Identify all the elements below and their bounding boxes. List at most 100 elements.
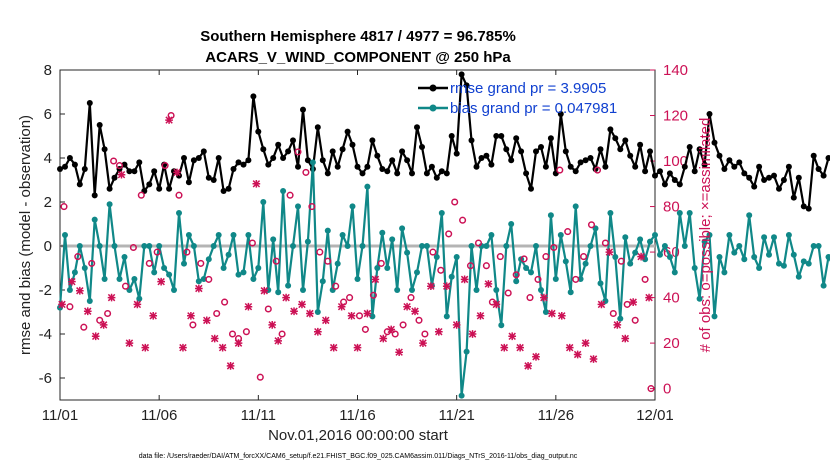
rmse-point bbox=[598, 146, 604, 152]
rmse-point bbox=[320, 157, 326, 163]
rmse-point bbox=[340, 146, 346, 152]
bias-point bbox=[300, 287, 306, 293]
rmse-point bbox=[360, 170, 366, 176]
y-tick-label: 4 bbox=[44, 150, 52, 167]
assimilated-obs-point bbox=[253, 180, 261, 188]
bias-point bbox=[166, 272, 172, 278]
bias-point bbox=[285, 283, 291, 289]
assimilated-obs-point bbox=[84, 307, 92, 315]
rmse-point bbox=[325, 170, 331, 176]
rmse-point bbox=[449, 133, 455, 139]
bias-point bbox=[146, 243, 152, 249]
assimilated-obs-point bbox=[548, 310, 556, 318]
assimilated-obs-point bbox=[179, 344, 187, 352]
assimilated-obs-point bbox=[227, 362, 235, 370]
assimilated-obs-point bbox=[435, 328, 443, 336]
bias-point bbox=[464, 349, 470, 355]
bias-point bbox=[424, 243, 430, 249]
bias-point bbox=[498, 322, 504, 328]
rmse-point bbox=[136, 159, 142, 165]
rmse-point bbox=[335, 164, 341, 170]
assimilated-obs-point bbox=[645, 294, 653, 302]
assimilated-obs-point bbox=[395, 348, 403, 356]
assimilated-obs-point bbox=[379, 335, 387, 343]
rmse-point bbox=[513, 135, 519, 141]
bias-point bbox=[726, 232, 732, 238]
assimilated-obs-point bbox=[574, 351, 582, 359]
bias-point bbox=[305, 239, 311, 245]
bias-point bbox=[657, 252, 663, 258]
assimilated-obs-point bbox=[330, 344, 338, 352]
y-tick-label: 8 bbox=[44, 62, 52, 79]
assimilated-obs-point bbox=[419, 339, 427, 347]
assimilated-obs-point bbox=[282, 294, 290, 302]
bias-point bbox=[796, 274, 802, 280]
rmse-point bbox=[588, 155, 594, 161]
assimilated-obs-point bbox=[338, 303, 346, 311]
bias-point bbox=[756, 265, 762, 271]
rmse-point bbox=[538, 144, 544, 150]
bias-point bbox=[325, 228, 331, 234]
assimilated-obs-point bbox=[477, 312, 485, 320]
rmse-point bbox=[498, 133, 504, 139]
assimilated-obs-point bbox=[108, 294, 116, 302]
bias-point bbox=[662, 243, 668, 249]
rmse-point bbox=[454, 151, 460, 157]
bias-point bbox=[102, 276, 108, 282]
rmse-point bbox=[394, 170, 400, 176]
bias-point bbox=[573, 203, 579, 209]
bias-point bbox=[553, 276, 559, 282]
rmse-point bbox=[796, 175, 802, 181]
rmse-point bbox=[265, 162, 271, 168]
bias-point bbox=[598, 280, 604, 286]
bias-point bbox=[255, 265, 261, 271]
rmse-point bbox=[82, 166, 88, 172]
bias-point bbox=[72, 269, 78, 275]
y2-tick-label: 40 bbox=[663, 290, 680, 307]
bias-point bbox=[310, 159, 316, 165]
rmse-point bbox=[543, 164, 549, 170]
bias-point bbox=[122, 254, 128, 260]
bias-point bbox=[404, 250, 410, 256]
bias-point bbox=[191, 243, 197, 249]
rmse-point bbox=[642, 168, 648, 174]
rmse-point bbox=[131, 168, 137, 174]
rmse-point bbox=[290, 137, 296, 143]
assimilated-obs-point bbox=[637, 253, 645, 261]
bias-point bbox=[161, 265, 167, 271]
assimilated-obs-point bbox=[613, 321, 621, 329]
bias-point bbox=[320, 278, 326, 284]
bias-point bbox=[637, 236, 643, 242]
bias-point bbox=[241, 269, 247, 275]
assimilated-obs-point bbox=[348, 312, 356, 320]
x-axis-label: Nov.01,2016 00:00:00 start bbox=[268, 427, 449, 444]
rmse-point bbox=[518, 148, 524, 154]
rmse-point bbox=[77, 181, 83, 187]
assimilated-obs-point bbox=[268, 321, 276, 329]
rmse-point bbox=[806, 206, 812, 212]
assimilated-obs-point bbox=[235, 339, 243, 347]
bias-point bbox=[67, 287, 73, 293]
rmse-point bbox=[186, 179, 192, 185]
y-tick-label: 2 bbox=[44, 194, 52, 211]
bias-point bbox=[280, 188, 286, 194]
bias-point bbox=[717, 254, 723, 260]
bias-point bbox=[270, 236, 276, 242]
rmse-point bbox=[345, 129, 351, 135]
rmse-point bbox=[726, 157, 732, 163]
bias-point bbox=[806, 261, 812, 267]
x-tick-label: 11/16 bbox=[339, 407, 375, 424]
bias-point bbox=[82, 265, 88, 271]
bias-point bbox=[394, 287, 400, 293]
rmse-point bbox=[67, 155, 73, 161]
rmse-point bbox=[548, 135, 554, 141]
bias-point bbox=[231, 232, 237, 238]
rmse-point bbox=[280, 155, 286, 161]
assimilated-obs-point bbox=[298, 301, 306, 309]
rmse-point bbox=[107, 186, 113, 192]
bias-point bbox=[360, 243, 366, 249]
rmse-point bbox=[156, 186, 162, 192]
rmse-point bbox=[672, 177, 678, 183]
assimilated-obs-point bbox=[566, 344, 574, 352]
